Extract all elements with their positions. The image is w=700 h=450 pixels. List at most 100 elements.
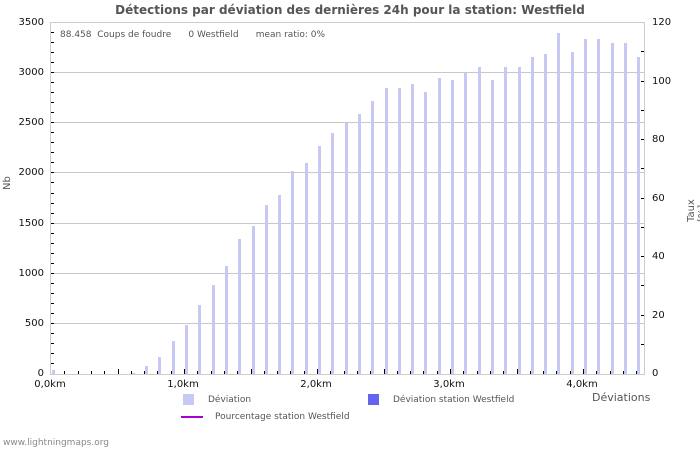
y-minor-tick (51, 92, 54, 94)
x-tick-label: 0,0km (34, 379, 66, 390)
y-right-tick-label: 0 (652, 368, 659, 379)
bar-deviation (224, 265, 228, 374)
bar-deviation (451, 80, 454, 374)
y-left-tick-label: 0 (37, 368, 44, 379)
bar-deviation (424, 92, 428, 374)
y2-minor-tick (641, 314, 644, 316)
y-left-tick-label: 2000 (18, 167, 44, 179)
y-minor-tick (51, 212, 54, 214)
x-minor-tick (343, 371, 345, 374)
bar-deviation (278, 194, 282, 374)
x-minor-tick (117, 369, 119, 374)
info-line: 88.458 Coups de foudre 0 Westfield mean … (60, 30, 325, 40)
x-minor-tick (356, 371, 358, 374)
bar-deviation (544, 54, 548, 374)
y2-minor-tick (641, 226, 644, 228)
bar-deviation (357, 114, 361, 374)
x-minor-tick (317, 369, 318, 374)
y-minor-tick (51, 52, 54, 54)
y-left-tick-label: 2500 (18, 117, 44, 129)
legend-percentage-station: Pourcentage station Westfield (181, 412, 350, 422)
x-minor-tick (197, 371, 199, 374)
bar-deviation (437, 78, 441, 374)
x-minor-tick (77, 371, 79, 374)
legend-label-deviation-station: Déviation station Westfield (393, 394, 515, 405)
y-minor-tick (51, 262, 54, 264)
y-minor-tick (51, 42, 54, 44)
y-right-tick-label: 80 (652, 134, 665, 145)
x-minor-tick (396, 371, 398, 374)
y-minor-tick (51, 132, 54, 134)
bar-deviation (477, 67, 481, 374)
bar-deviation (397, 88, 401, 374)
bar-deviation (371, 101, 375, 374)
bar-deviation (411, 84, 415, 374)
x-minor-tick (130, 371, 132, 374)
y-right-tick-label: 120 (652, 17, 672, 28)
bar-deviation (464, 73, 468, 374)
y-minor-tick (51, 232, 54, 234)
x-tick-label: 3,0km (433, 379, 465, 390)
x-minor-tick (436, 371, 438, 374)
y-right-tick-label: 20 (652, 309, 665, 321)
y-minor-tick (51, 82, 54, 84)
y-minor-tick (51, 142, 54, 144)
x-tick-label: 2,0km (300, 379, 332, 390)
x-minor-tick (476, 371, 478, 374)
y-left-tick-label: 1000 (18, 267, 44, 279)
y-minor-tick (51, 122, 54, 124)
bar-deviation (251, 225, 255, 374)
x-minor-tick (489, 371, 491, 374)
bar-deviation (517, 67, 521, 374)
y-right-tick-label: 100 (652, 75, 672, 87)
bar-deviation (610, 43, 614, 374)
y-right-tick-label: 40 (652, 251, 665, 262)
y-minor-tick (51, 302, 54, 304)
y-minor-tick (51, 102, 54, 104)
y-minor-tick (51, 332, 54, 334)
y-minor-tick (51, 352, 54, 354)
x-minor-tick (144, 371, 146, 374)
mean-ratio: mean ratio: 0% (255, 30, 326, 40)
y2-minor-tick (641, 168, 644, 170)
bar-deviation (185, 324, 188, 374)
y-minor-tick (51, 72, 54, 74)
legend-swatch-deviation-station (368, 394, 379, 405)
bar-deviation (490, 80, 494, 374)
legend-label-percentage-station: Pourcentage station Westfield (215, 412, 350, 422)
bar-deviation (118, 373, 122, 374)
x-minor-tick (263, 371, 265, 374)
x-minor-tick (157, 371, 159, 374)
bar-deviation (557, 33, 561, 374)
y2-minor-tick (641, 256, 644, 257)
y2-minor-tick (641, 80, 644, 82)
x-tick-label: 4,0km (566, 379, 598, 390)
y-minor-tick (51, 312, 54, 314)
y-minor-tick (51, 282, 54, 284)
x-minor-tick (583, 369, 584, 374)
bar-deviation (171, 340, 175, 374)
y-minor-tick (51, 172, 54, 174)
y-minor-tick (51, 322, 54, 324)
x-minor-tick (423, 371, 425, 374)
legend-deviation-station: Déviation station Westfield (368, 394, 514, 405)
bar-deviation (158, 356, 162, 374)
y-minor-tick (51, 152, 54, 154)
bar-deviation (623, 43, 627, 374)
x-minor-tick (636, 371, 638, 374)
bar-deviation (238, 238, 242, 374)
gridline (51, 122, 644, 124)
x-minor-tick (303, 371, 305, 374)
x-minor-tick (450, 369, 451, 374)
bar-deviation (145, 366, 149, 374)
x-minor-tick (622, 371, 624, 374)
bar-deviation (570, 52, 574, 374)
bar-deviation (211, 284, 215, 374)
x-minor-tick (330, 371, 332, 374)
x-minor-tick (370, 371, 372, 374)
chart-title: Détections par déviation des dernières 2… (115, 3, 585, 17)
y-minor-tick (51, 192, 54, 194)
x-minor-tick (596, 371, 598, 374)
y-minor-tick (51, 32, 54, 34)
legend-label-deviation: Déviation (208, 394, 252, 405)
